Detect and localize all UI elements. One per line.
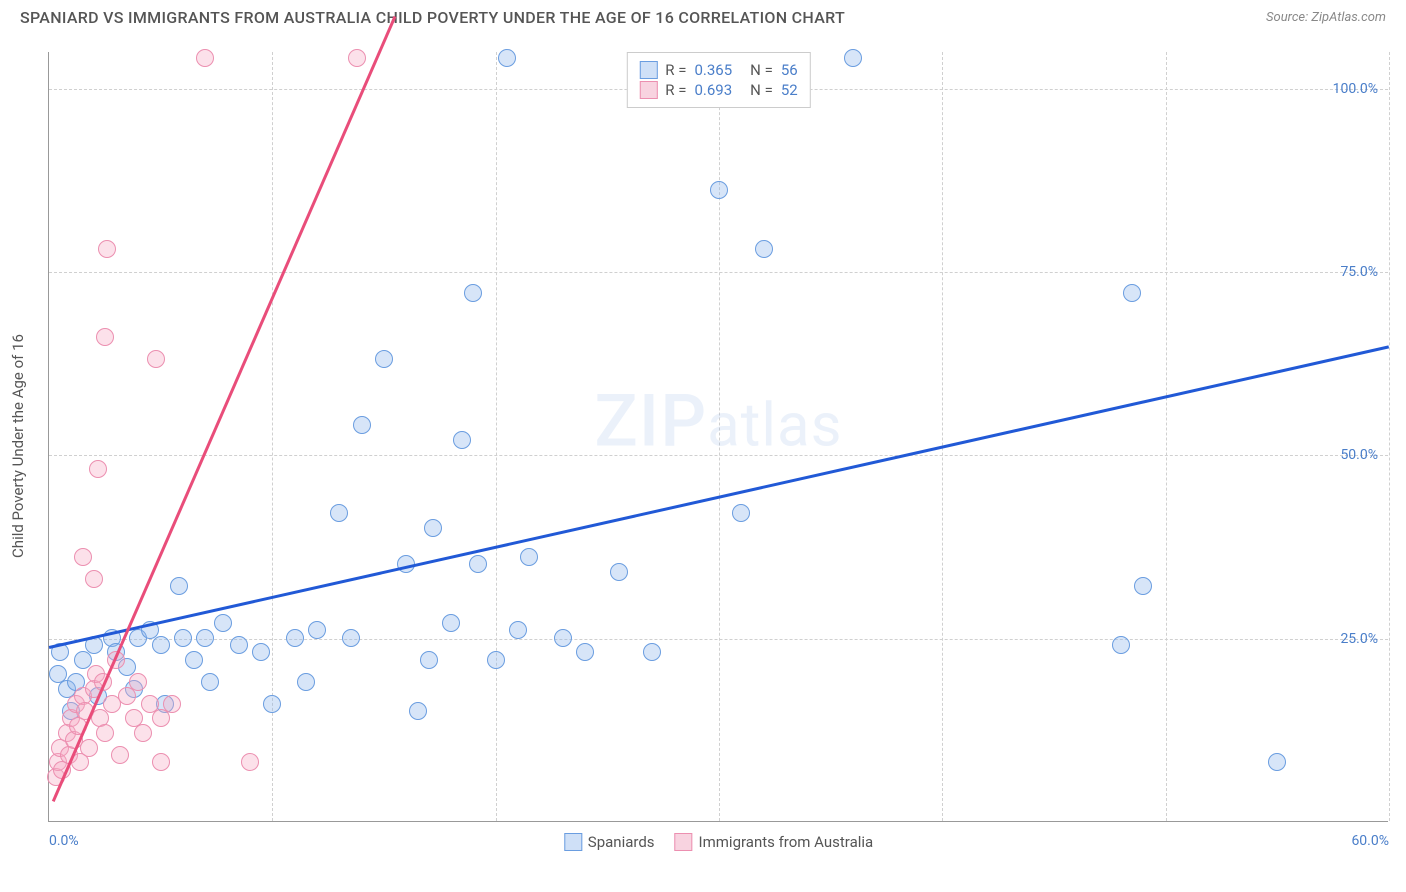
data-point — [170, 577, 188, 595]
data-point — [252, 643, 270, 661]
series-legend: Spaniards Immigrants from Australia — [564, 833, 873, 851]
data-point — [98, 240, 116, 258]
data-point — [118, 687, 136, 705]
data-point — [196, 629, 214, 647]
plot-area: ZIPatlas 25.0%50.0%75.0%100.0%0.0%60.0%R… — [48, 52, 1388, 822]
data-point — [96, 724, 114, 742]
data-point — [554, 629, 572, 647]
chart-container: ZIPatlas 25.0%50.0%75.0%100.0%0.0%60.0%R… — [48, 52, 1388, 822]
legend-swatch — [675, 833, 693, 851]
data-point — [409, 702, 427, 720]
data-point — [453, 431, 471, 449]
series-label: Spaniards — [588, 833, 655, 851]
data-point — [498, 49, 516, 67]
data-point — [152, 709, 170, 727]
data-point — [375, 350, 393, 368]
data-point — [469, 555, 487, 573]
n-label: N = — [750, 61, 773, 79]
data-point — [1268, 753, 1286, 771]
data-point — [844, 49, 862, 67]
data-point — [353, 416, 371, 434]
data-point — [1134, 577, 1152, 595]
gridline-v — [942, 52, 943, 821]
legend-swatch — [639, 81, 657, 99]
xtick-label: 60.0% — [1351, 833, 1389, 849]
data-point — [201, 673, 219, 691]
correlation-legend-row: R = 0.693 N = 52 — [639, 81, 797, 99]
ytick-label: 25.0% — [1340, 631, 1378, 647]
data-point — [85, 570, 103, 588]
data-point — [152, 753, 170, 771]
chart-header: SPANIARD VS IMMIGRANTS FROM AUSTRALIA CH… — [0, 0, 1406, 31]
ytick-label: 50.0% — [1340, 447, 1378, 463]
data-point — [74, 548, 92, 566]
data-point — [342, 629, 360, 647]
data-point — [174, 629, 192, 647]
ytick-label: 100.0% — [1333, 81, 1378, 97]
data-point — [147, 350, 165, 368]
n-value: 52 — [781, 81, 798, 99]
data-point — [214, 614, 232, 632]
data-point — [348, 49, 366, 67]
ytick-label: 75.0% — [1340, 264, 1378, 280]
data-point — [442, 614, 460, 632]
data-point — [487, 651, 505, 669]
data-point — [74, 651, 92, 669]
xtick-label: 0.0% — [49, 833, 79, 849]
data-point — [643, 643, 661, 661]
legend-swatch — [564, 833, 582, 851]
y-axis-label: Child Poverty Under the Age of 16 — [9, 334, 27, 558]
data-point — [96, 328, 114, 346]
chart-source: Source: ZipAtlas.com — [1266, 10, 1386, 25]
data-point — [732, 504, 750, 522]
gridline-v — [1389, 52, 1390, 821]
data-point — [241, 753, 259, 771]
data-point — [330, 504, 348, 522]
n-value: 56 — [781, 61, 798, 79]
data-point — [134, 724, 152, 742]
data-point — [129, 673, 147, 691]
data-point — [152, 636, 170, 654]
correlation-legend-row: R = 0.365 N = 56 — [639, 61, 797, 79]
data-point — [163, 695, 181, 713]
data-point — [576, 643, 594, 661]
data-point — [464, 284, 482, 302]
gridline-v — [719, 52, 720, 821]
chart-title: SPANIARD VS IMMIGRANTS FROM AUSTRALIA CH… — [20, 8, 845, 27]
data-point — [185, 651, 203, 669]
r-label: R = — [665, 81, 686, 99]
correlation-legend: R = 0.365 N = 56 R = 0.693 N = 52 — [626, 52, 810, 108]
data-point — [420, 651, 438, 669]
watermark-atlas: atlas — [707, 390, 842, 461]
trendline — [52, 16, 396, 802]
data-point — [230, 636, 248, 654]
n-label: N = — [750, 81, 773, 99]
series-legend-item: Spaniards — [564, 833, 655, 851]
data-point — [424, 519, 442, 537]
data-point — [509, 621, 527, 639]
data-point — [610, 563, 628, 581]
data-point — [196, 49, 214, 67]
data-point — [755, 240, 773, 258]
data-point — [710, 181, 728, 199]
data-point — [89, 460, 107, 478]
data-point — [111, 746, 129, 764]
watermark-zip: ZIP — [594, 379, 707, 464]
data-point — [297, 673, 315, 691]
r-value: 0.693 — [694, 81, 732, 99]
r-label: R = — [665, 61, 686, 79]
data-point — [520, 548, 538, 566]
legend-swatch — [639, 61, 657, 79]
series-label: Immigrants from Australia — [699, 833, 874, 851]
data-point — [308, 621, 326, 639]
data-point — [286, 629, 304, 647]
r-value: 0.365 — [694, 61, 732, 79]
series-legend-item: Immigrants from Australia — [675, 833, 874, 851]
gridline-v — [496, 52, 497, 821]
data-point — [1112, 636, 1130, 654]
data-point — [263, 695, 281, 713]
gridline-v — [1166, 52, 1167, 821]
data-point — [80, 739, 98, 757]
data-point — [1123, 284, 1141, 302]
